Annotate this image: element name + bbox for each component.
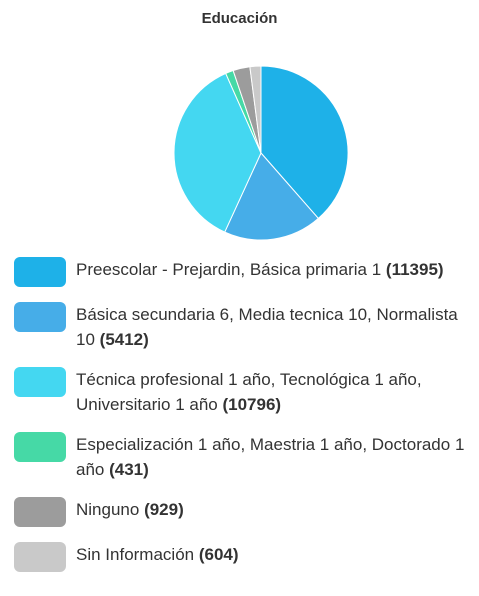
pie-chart — [173, 65, 349, 241]
legend-label: Especialización 1 año, Maestria 1 año, D… — [76, 435, 465, 479]
legend-label: Básica secundaria 6, Media tecnica 10, N… — [76, 305, 458, 349]
chart-title: Educación — [201, 10, 278, 27]
legend-swatch — [14, 302, 66, 332]
legend-item: Sin Información (604) — [14, 542, 476, 572]
legend-item: Especialización 1 año, Maestria 1 año, D… — [14, 432, 476, 482]
legend-value: (929) — [144, 500, 184, 519]
legend-text: Técnica profesional 1 año, Tecnológica 1… — [76, 367, 476, 417]
legend-swatch — [14, 257, 66, 287]
legend-text: Ninguno (929) — [76, 497, 184, 522]
legend-text: Especialización 1 año, Maestria 1 año, D… — [76, 432, 476, 482]
legend-text: Sin Información (604) — [76, 542, 239, 567]
legend-value: (604) — [198, 545, 239, 564]
pie-slice — [260, 65, 349, 220]
legend-item: Básica secundaria 6, Media tecnica 10, N… — [14, 302, 476, 352]
legend-value: (10796) — [222, 395, 282, 414]
legend-swatch — [14, 497, 66, 527]
legend-item: Técnica profesional 1 año, Tecnológica 1… — [14, 367, 476, 417]
legend-label: Preescolar - Prejardin, Básica primaria … — [76, 260, 382, 279]
legend-swatch — [14, 367, 66, 397]
pie-slice — [249, 65, 262, 154]
legend-text: Preescolar - Prejardin, Básica primaria … — [76, 257, 444, 282]
legend-label: Ninguno — [76, 500, 140, 519]
legend: Preescolar - Prejardin, Básica primaria … — [14, 257, 476, 587]
pie-slice — [173, 72, 262, 233]
legend-label: Técnica profesional 1 año, Tecnológica 1… — [76, 370, 422, 414]
legend-swatch — [14, 432, 66, 462]
legend-item: Ninguno (929) — [14, 497, 476, 527]
legend-item: Preescolar - Prejardin, Básica primaria … — [14, 257, 476, 287]
pie-slice — [224, 152, 320, 241]
legend-value: (5412) — [99, 330, 149, 349]
legend-value: (11395) — [385, 260, 444, 279]
legend-value: (431) — [109, 460, 149, 479]
legend-text: Básica secundaria 6, Media tecnica 10, N… — [76, 302, 476, 352]
legend-swatch — [14, 542, 66, 572]
legend-label: Sin Información — [76, 545, 195, 564]
